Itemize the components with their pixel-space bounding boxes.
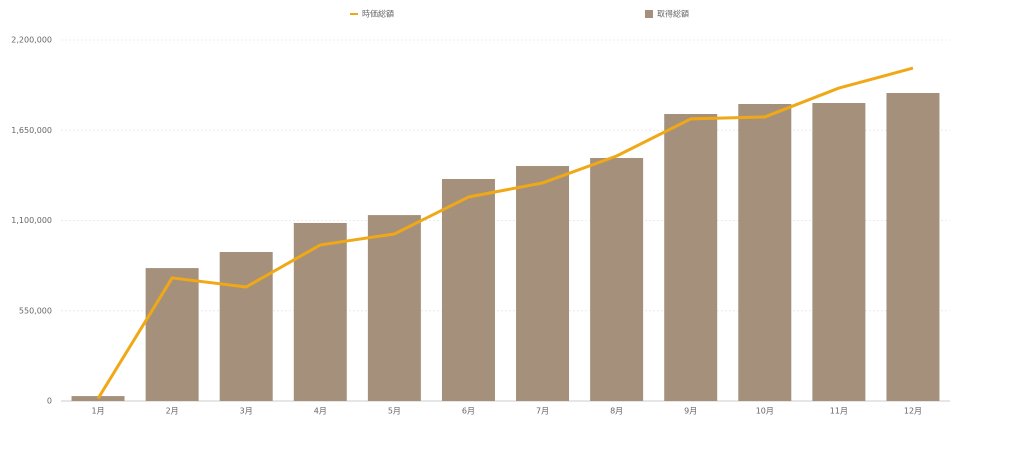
line: [96, 66, 914, 400]
y-tick-label: 0: [47, 397, 52, 406]
bar: [441, 178, 495, 401]
x-tick-label: 6月: [462, 407, 475, 416]
bar: [812, 103, 866, 401]
x-tick-label: 1月: [91, 407, 104, 416]
x-tick-label: 3月: [240, 407, 253, 416]
bar: [738, 103, 792, 401]
x-tick-label: 7月: [536, 407, 549, 416]
x-tick-label: 11月: [830, 407, 848, 416]
x-tick-label: 12月: [904, 407, 922, 416]
bar: [145, 268, 199, 401]
x-tick-label: 8月: [610, 407, 623, 416]
x-tick-label: 4月: [314, 407, 327, 416]
bar: [590, 157, 644, 401]
bar: [664, 114, 718, 401]
y-tick-label: 1,650,000: [11, 126, 52, 135]
legend-swatch: [645, 10, 653, 18]
legend-label: 取得総額: [657, 9, 689, 19]
bar: [886, 93, 940, 401]
x-tick-label: 2月: [166, 407, 179, 416]
x-tick-label: 5月: [388, 407, 401, 416]
y-tick-label: 2,200,000: [11, 36, 52, 45]
y-tick-label: 550,000: [19, 306, 52, 315]
legend-label: 時価総額: [362, 9, 394, 19]
bar: [219, 252, 273, 401]
x-tick-label: 9月: [684, 407, 697, 416]
y-tick-label: 1,100,000: [11, 216, 52, 225]
bar: [367, 215, 421, 401]
x-tick-label: 10月: [756, 407, 774, 416]
bar: [516, 166, 570, 401]
bar: [293, 222, 347, 401]
